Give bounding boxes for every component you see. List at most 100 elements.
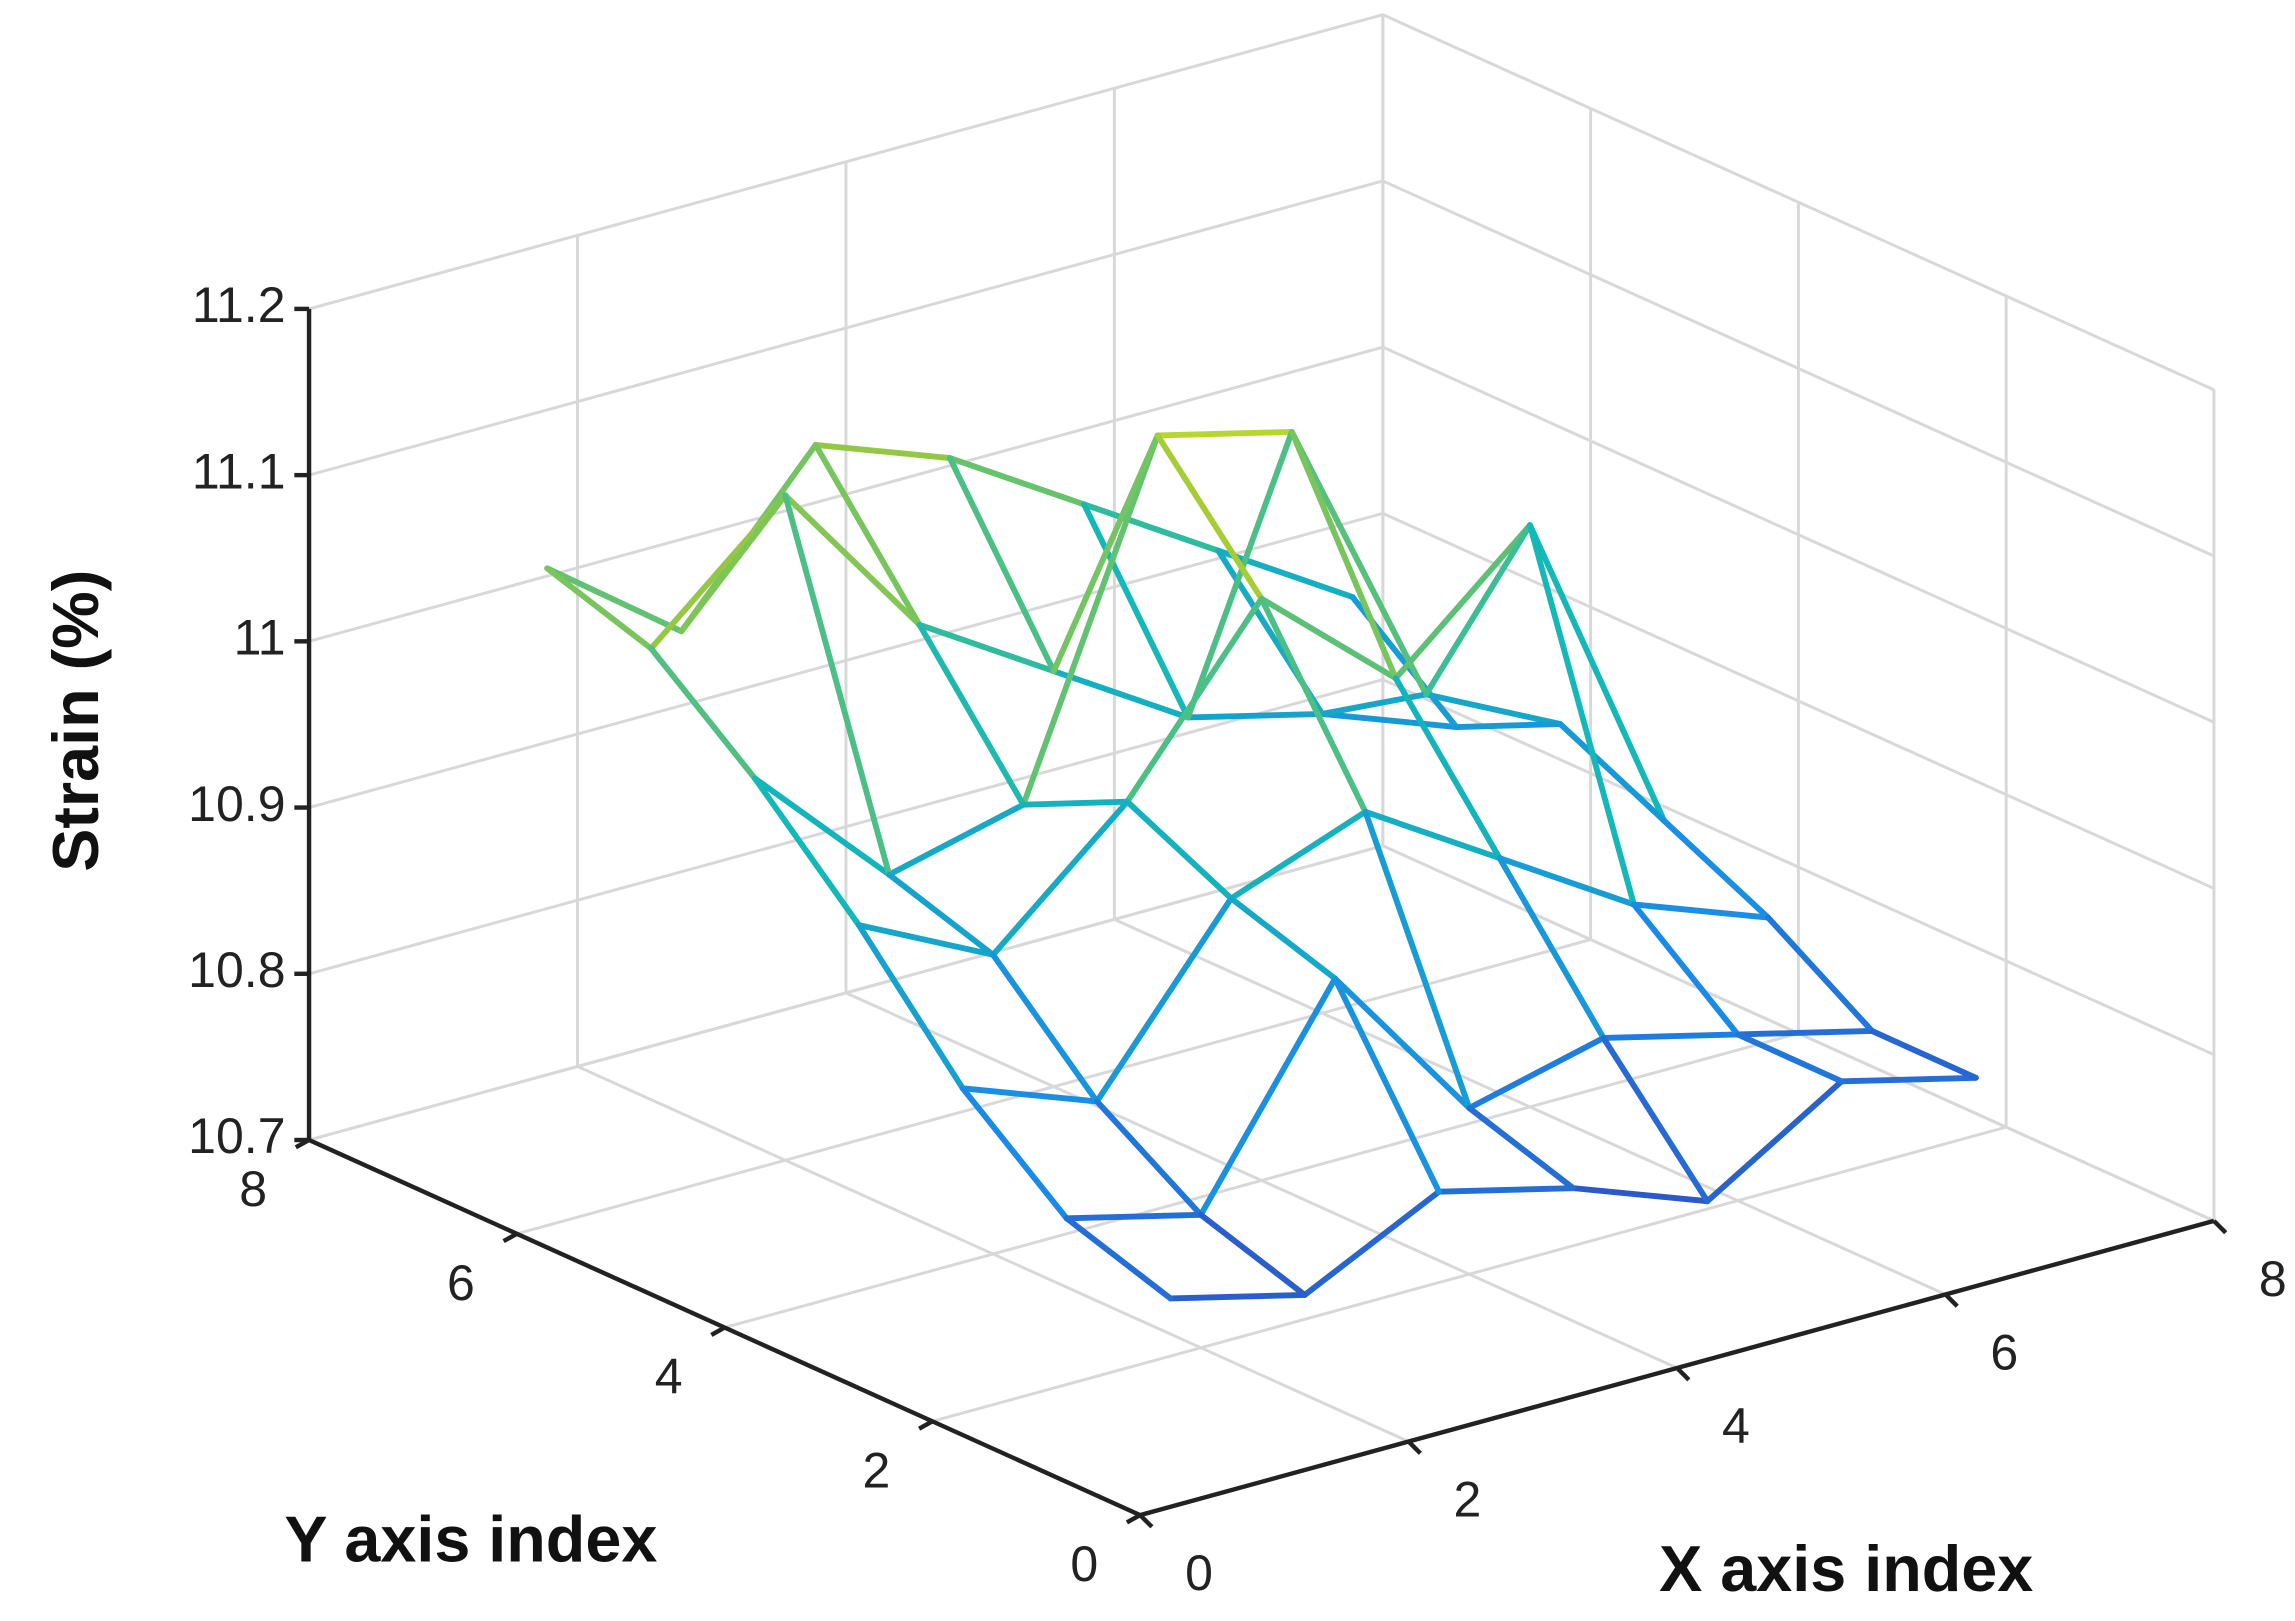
z-axis-label: Strain (%)	[39, 570, 112, 872]
mesh-segment	[1734, 1027, 1875, 1038]
grid-line	[1382, 678, 2215, 1057]
mesh-segment	[1288, 428, 1430, 698]
y-tick-label: 6	[447, 1255, 475, 1311]
mesh-segment	[916, 621, 1057, 675]
mesh-segment	[1423, 522, 1533, 698]
mesh-segment	[1258, 595, 1399, 682]
mesh-segment	[1570, 1185, 1711, 1205]
mesh-segment	[678, 492, 789, 635]
mesh-segment	[1020, 432, 1161, 808]
mesh-segment	[1527, 522, 1637, 908]
grid-line	[516, 938, 1592, 1236]
mesh-segment	[855, 922, 996, 958]
mesh-segment	[1496, 855, 1637, 908]
y-tick-label: 0	[1070, 1536, 1098, 1592]
mesh-segment	[1600, 1035, 1711, 1205]
mesh-segment	[1630, 901, 1741, 1038]
mesh-segment	[1332, 975, 1473, 1111]
mesh-segment	[1527, 522, 1668, 824]
mesh-segment	[1063, 1215, 1174, 1302]
grid-line	[308, 13, 1384, 311]
mesh-segment	[1215, 547, 1356, 600]
x-tick	[1138, 1513, 1154, 1529]
z-tick-label: 11.2	[192, 277, 286, 333]
mesh-segment	[959, 1085, 1100, 1105]
x-tick-label: 4	[1722, 1398, 1750, 1454]
mesh-segment	[855, 922, 966, 1092]
mesh-segment	[886, 801, 1027, 878]
mesh-segment	[1288, 428, 1399, 682]
mesh-segment	[1154, 428, 1295, 439]
mesh-segment	[1423, 691, 1564, 727]
mesh-segment	[1228, 808, 1369, 902]
mesh-segment	[1362, 808, 1503, 862]
x-tick	[1407, 1439, 1422, 1455]
y-tick-label: 2	[863, 1442, 891, 1498]
mesh-segment	[1124, 798, 1235, 902]
mesh-segment	[1185, 710, 1326, 721]
mesh-segment	[1734, 1031, 1845, 1085]
z-tick-label: 11.1	[192, 443, 286, 499]
x-tick-label: 2	[1454, 1472, 1482, 1528]
mesh-segment	[1063, 1211, 1204, 1222]
mesh-segment	[1838, 1074, 1979, 1085]
mesh-segment	[1661, 817, 1772, 921]
mesh-segment	[1869, 1027, 1979, 1081]
x-tick-label: 0	[1185, 1545, 1213, 1601]
y-axis-label: Y axis index	[284, 1503, 657, 1576]
x-axis	[1139, 1218, 2215, 1518]
mesh-segment	[1050, 432, 1161, 675]
grid-line	[308, 511, 1384, 809]
z-tick-label: 11	[234, 610, 286, 666]
grid-line	[1382, 345, 2215, 724]
y-tick-label: 4	[655, 1349, 683, 1405]
mesh-segment	[1453, 721, 1564, 730]
mesh-segment	[1197, 975, 1338, 1218]
mesh-segment	[812, 441, 953, 461]
mesh-segment	[946, 455, 1057, 675]
mesh-segment	[1557, 721, 1668, 824]
mesh-segment	[1392, 522, 1533, 682]
mesh-segment	[1301, 1188, 1442, 1298]
y-tick	[710, 1325, 726, 1337]
mesh-segment	[1319, 710, 1460, 730]
mesh-segment	[1765, 914, 1875, 1034]
mesh-segment	[1124, 595, 1265, 805]
mesh-segment	[782, 492, 923, 628]
mesh-segment	[1228, 895, 1338, 982]
mesh-segment	[751, 775, 862, 929]
y-tick-label: 8	[239, 1161, 267, 1217]
x-tick	[2212, 1219, 2228, 1235]
grid-line	[308, 678, 1384, 976]
grid-line	[308, 179, 1384, 477]
grid-line	[931, 1125, 2007, 1423]
mesh-segment	[1704, 1078, 1845, 1205]
y-tick	[1125, 1513, 1142, 1525]
x-tick-label: 8	[2259, 1251, 2287, 1307]
mesh-segment	[1258, 595, 1369, 815]
mesh-segment	[1600, 1031, 1741, 1041]
mesh-segment	[990, 951, 1100, 1105]
mesh-segment	[916, 621, 1027, 808]
mesh-segment	[648, 645, 758, 782]
mesh-segment	[1466, 1035, 1607, 1111]
mesh-segment	[751, 775, 893, 878]
mesh-segment	[544, 565, 654, 652]
grid-line	[308, 844, 1384, 1142]
grid-line	[1382, 179, 2215, 558]
x-tick-label: 6	[1990, 1324, 2018, 1380]
z-tick-label: 10.8	[188, 942, 285, 998]
mesh-segment	[1435, 1185, 1577, 1195]
mesh-segment	[1081, 501, 1191, 721]
mesh-segment	[1167, 1291, 1308, 1302]
mesh-segment	[1093, 895, 1235, 1105]
mesh-segment	[946, 455, 1088, 508]
mesh-segment	[782, 492, 893, 878]
mesh-segment	[1154, 432, 1265, 602]
mesh-segment	[959, 1085, 1070, 1222]
mesh-segment	[1081, 501, 1222, 554]
x-tick	[1943, 1292, 1959, 1308]
mesh-segment	[1197, 1211, 1308, 1298]
